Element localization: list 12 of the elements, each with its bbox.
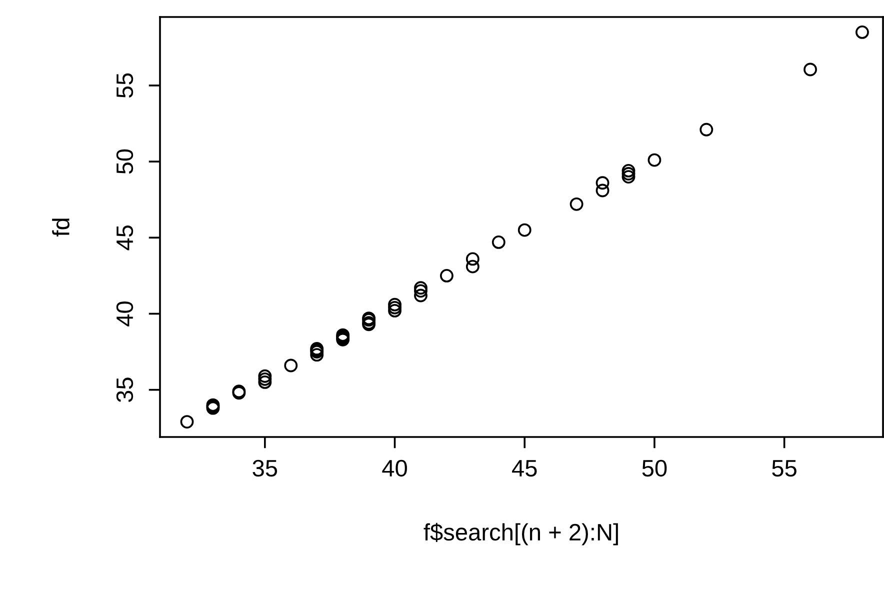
y-tick-label: 40 <box>116 302 134 326</box>
x-tick-label: 35 <box>252 460 278 477</box>
y-tick-label: 45 <box>116 226 134 250</box>
y-tick-label: 55 <box>116 73 134 98</box>
x-tick-label: 50 <box>642 460 667 477</box>
x-tick-label: 45 <box>512 460 537 477</box>
x-tick-label: 55 <box>772 460 796 477</box>
y-tick-label: 50 <box>116 149 134 174</box>
y-axis-title: fd <box>52 218 70 237</box>
y-tick-label: 35 <box>116 378 134 402</box>
x-tick-label: 40 <box>382 460 407 477</box>
x-axis-title: f$search[(n + 2):N] <box>424 522 618 546</box>
